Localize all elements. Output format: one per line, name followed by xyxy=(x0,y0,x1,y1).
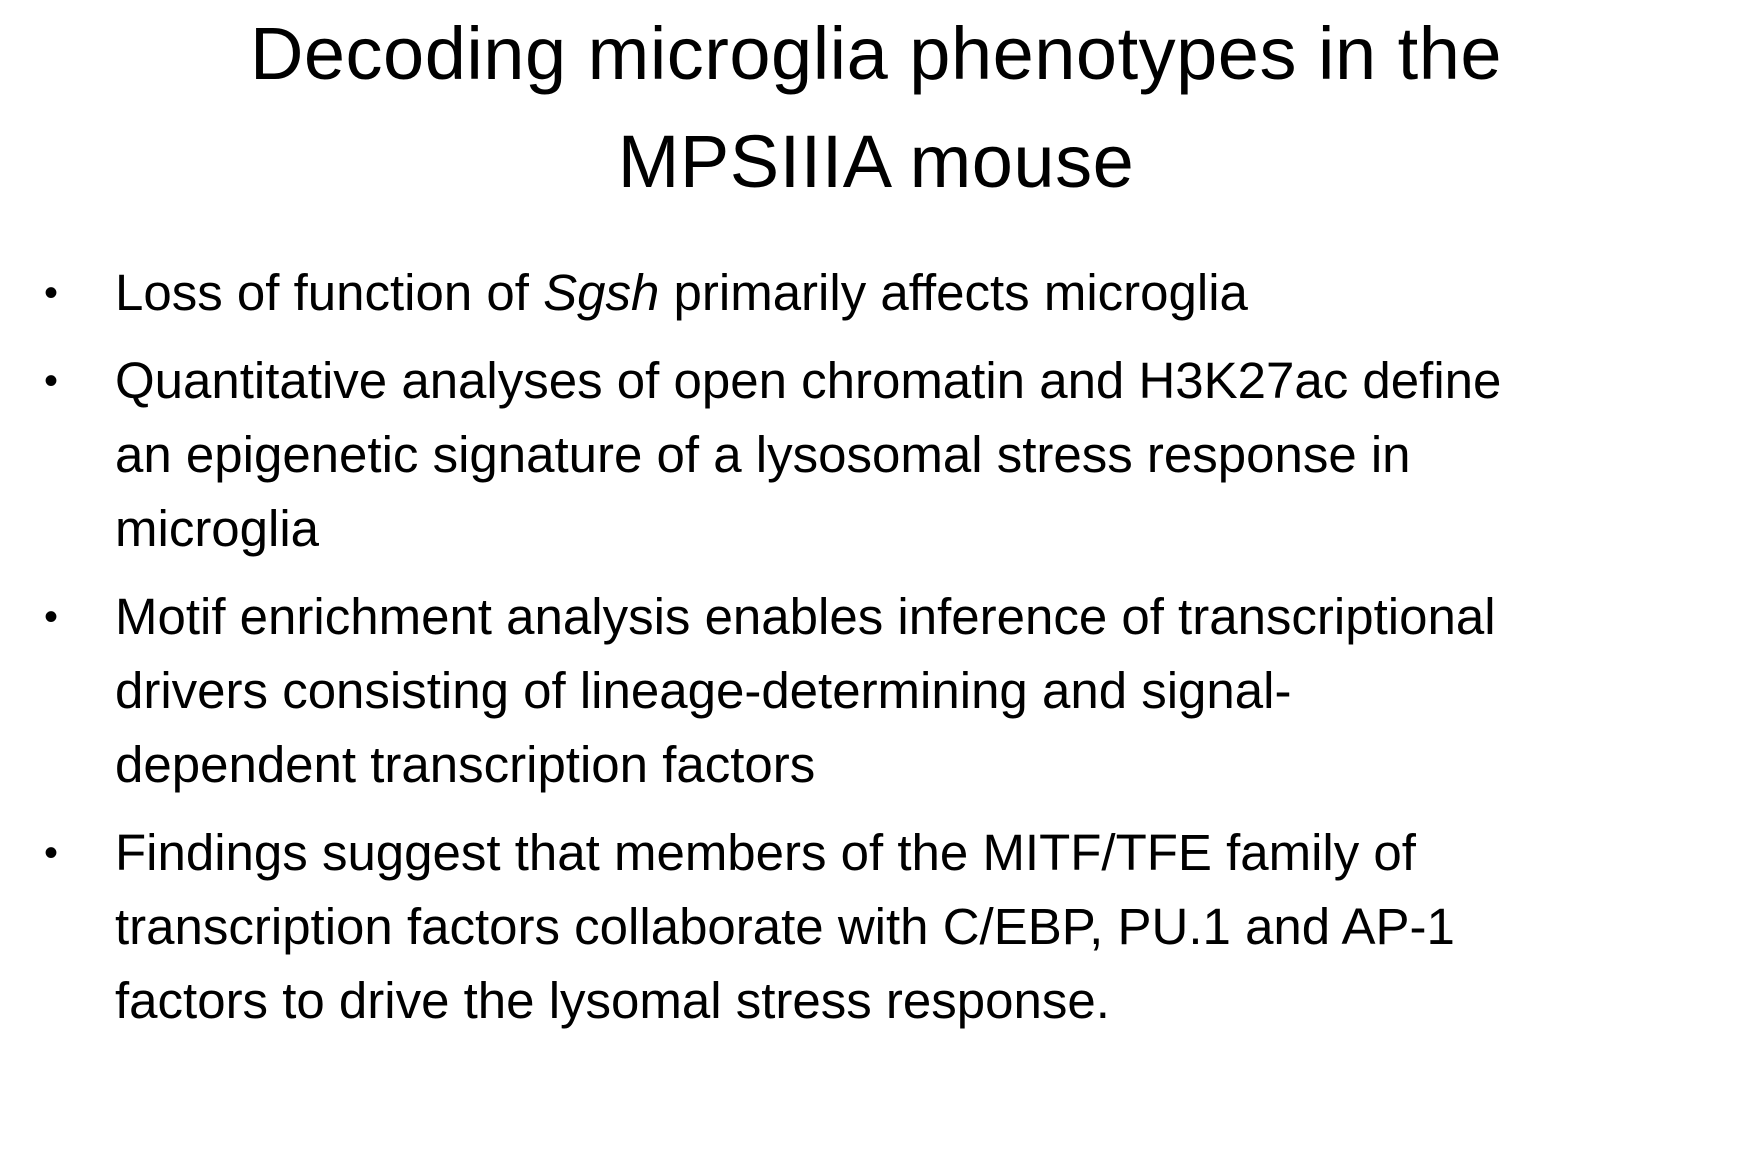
bullet-item: • Quantitative analyses of open chromati… xyxy=(0,344,1752,566)
bullet-item: • Findings suggest that members of the M… xyxy=(0,816,1752,1038)
slide-title: Decoding microglia phenotypes in the MPS… xyxy=(0,0,1752,216)
bullet-list: • Loss of function of Sgsh primarily aff… xyxy=(0,256,1752,1052)
bullet-text: Loss of function of xyxy=(115,264,544,321)
bullet-line: microglia xyxy=(115,500,320,557)
bullet-line: Findings suggest that members of the MIT… xyxy=(115,824,1416,881)
bullet-dot: • xyxy=(44,271,59,315)
bullet-line: dependent transcription factors xyxy=(115,736,816,793)
title-line: MPSIIIA mouse xyxy=(617,120,1135,203)
bullet-text: primarily affects microglia xyxy=(659,264,1248,321)
bullet-dot: • xyxy=(44,595,59,639)
bullet-line: an epigenetic signature of a lysosomal s… xyxy=(115,426,1411,483)
bullet-line: Quantitative analyses of open chromatin … xyxy=(115,352,1502,409)
gene-name: Sgsh xyxy=(543,264,660,321)
bullet-line: transcription factors collaborate with C… xyxy=(115,898,1455,955)
bullet-item: • Loss of function of Sgsh primarily aff… xyxy=(0,256,1752,330)
title-line: Decoding microglia phenotypes in the xyxy=(249,12,1503,95)
bullet-line: drivers consisting of lineage-determinin… xyxy=(115,662,1292,719)
bullet-line: Motif enrichment analysis enables infere… xyxy=(115,588,1496,645)
bullet-line: Loss of function of Sgsh primarily affec… xyxy=(115,256,1712,330)
bullet-line: factors to drive the lysomal stress resp… xyxy=(115,972,1110,1029)
bullet-item: • Motif enrichment analysis enables infe… xyxy=(0,580,1752,802)
bullet-dot: • xyxy=(44,359,59,403)
bullet-dot: • xyxy=(44,831,59,875)
